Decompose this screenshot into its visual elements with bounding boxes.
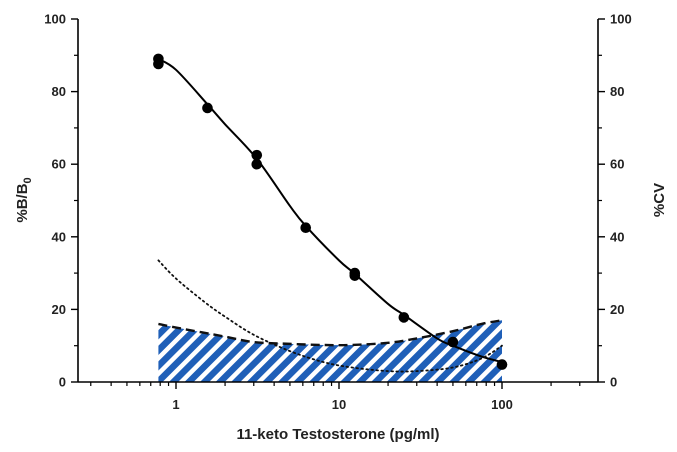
x-axis-title: 11-keto Testosterone (pg/ml): [236, 426, 439, 443]
cv-area-dashed-line: [158, 319, 503, 347]
y-left-tick-label: 0: [59, 375, 66, 390]
data-point-2: [202, 102, 213, 114]
y-right-tick-label: 60: [610, 157, 624, 172]
label-layer: 0 0 20 20 40 40 60 60 80 80 100 100 1 10 100: [44, 12, 631, 413]
y-left-tick-label: 100: [44, 12, 66, 27]
data-point-3: [251, 149, 263, 161]
y-axis-title-left: %B/B0: [14, 177, 34, 222]
y-left-tick-label: 80: [52, 84, 66, 99]
y-axis-title-left-subscript: 0: [22, 177, 34, 183]
data-point-5: [300, 222, 312, 234]
y-left-tick-label: 20: [52, 302, 66, 317]
cv-area-layer: [158, 319, 503, 382]
y-right-tick-label: 80: [610, 84, 624, 99]
y-left-tick-label: 40: [52, 229, 66, 244]
data-point-1: [153, 58, 164, 70]
y-left-tick-label: 60: [52, 157, 66, 172]
x-tick-label: 10: [332, 397, 346, 412]
point-layer: [153, 53, 508, 370]
axis-layer: [71, 18, 605, 389]
y-right-tick-label: 40: [610, 229, 624, 244]
dotted-line: [157, 259, 503, 373]
data-point-8: [398, 312, 410, 323]
data-point-4: [251, 158, 263, 170]
x-tick-label: 100: [491, 397, 513, 412]
y-right-tick-label: 20: [610, 302, 624, 317]
cv-area-fill: [158, 320, 502, 382]
data-point-10: [496, 359, 508, 370]
y-axis-title-left-main: %B/B: [14, 183, 31, 222]
data-point-7: [349, 270, 361, 281]
y-right-tick-label: 100: [610, 12, 632, 27]
x-tick-label: 1: [172, 397, 179, 412]
y-right-tick-label: 0: [610, 375, 617, 390]
data-point-9: [447, 336, 459, 348]
y-axis-title-right: %CV: [651, 183, 668, 217]
